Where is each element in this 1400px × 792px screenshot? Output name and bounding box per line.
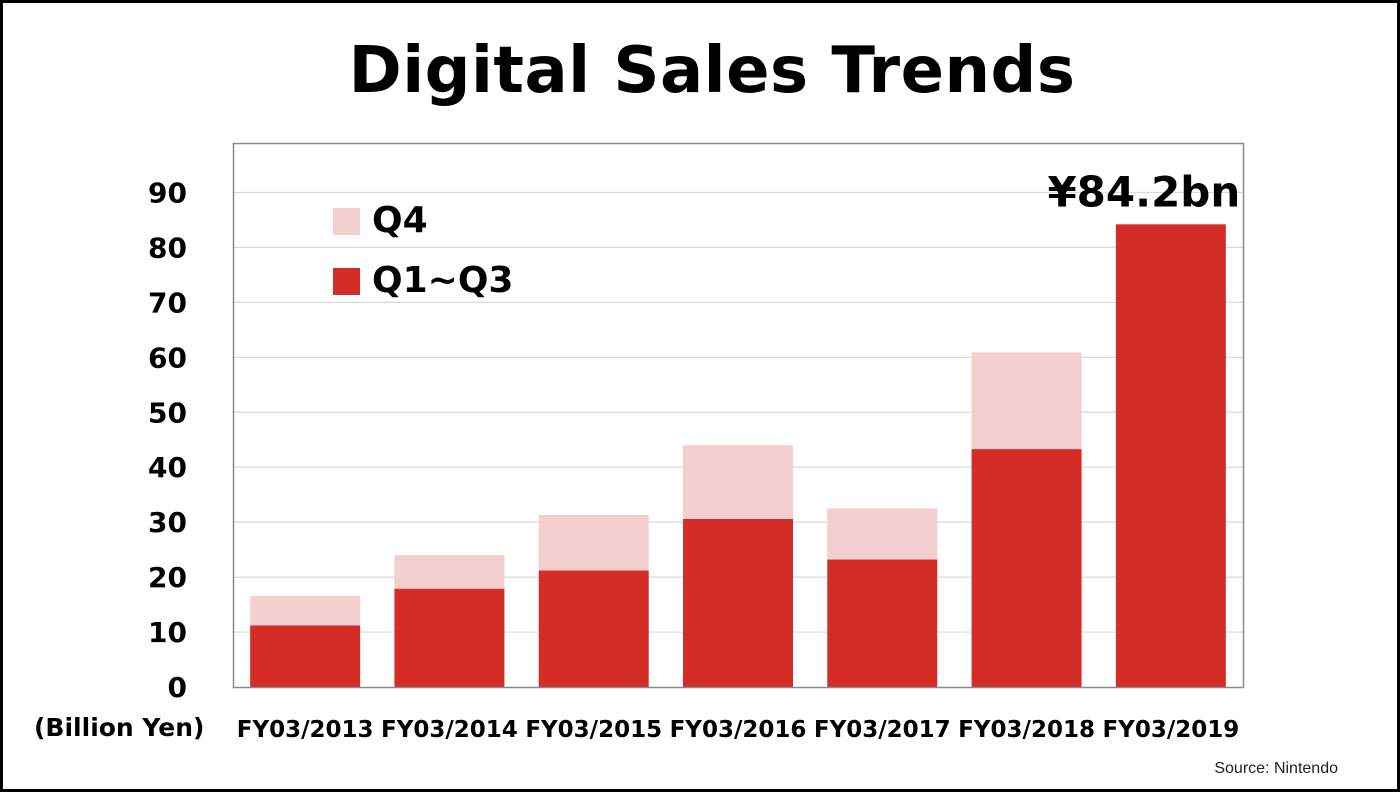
y-axis-ticks: 0 10 20 30 40 50 60 70 80 90 xyxy=(148,176,187,704)
bar-q1-q3-fy03-2019 xyxy=(1115,224,1226,687)
bar-q4-fy03-2018 xyxy=(971,352,1082,450)
bar-q4-fy03-2015 xyxy=(538,515,649,571)
bar-q1-q3-fy03-2014 xyxy=(394,588,505,687)
y-tick-label: 10 xyxy=(148,616,187,649)
bar-q4-fy03-2013 xyxy=(250,595,361,626)
x-tick-label: FY03/2015 xyxy=(525,717,662,743)
y-tick-label: 20 xyxy=(148,561,187,594)
y-tick-label: 70 xyxy=(148,286,187,319)
legend: Q4 Q1~Q3 xyxy=(333,200,513,301)
x-tick-label: FY03/2018 xyxy=(958,717,1095,743)
total-value-annotation: ¥84.2bn xyxy=(1047,167,1240,216)
bar-q1-q3-fy03-2013 xyxy=(250,625,361,687)
y-tick-label: 0 xyxy=(168,671,187,704)
bar-q1-q3-fy03-2018 xyxy=(971,449,1082,687)
x-tick-label: FY03/2014 xyxy=(381,717,518,743)
x-tick-label: FY03/2019 xyxy=(1102,717,1239,743)
y-tick-label: 40 xyxy=(148,451,187,484)
legend-label: Q4 xyxy=(372,200,428,241)
plot-border xyxy=(232,142,1245,689)
bar-q4-fy03-2016 xyxy=(683,445,793,519)
x-tick-label: FY03/2013 xyxy=(237,717,374,743)
bar-q1-q3-fy03-2015 xyxy=(538,570,649,687)
bar-q4-fy03-2017 xyxy=(827,508,938,560)
bars xyxy=(250,224,1226,687)
bar-q1-q3-fy03-2017 xyxy=(827,559,938,687)
legend-swatch-q1-q3 xyxy=(333,268,360,295)
source-note: Source: Nintendo xyxy=(1214,760,1338,777)
chart-title: Digital Sales Trends xyxy=(348,34,1076,108)
x-tick-label: FY03/2016 xyxy=(670,717,807,743)
y-tick-label: 90 xyxy=(148,176,187,209)
legend-label: Q1~Q3 xyxy=(372,260,513,301)
x-tick-label: FY03/2017 xyxy=(814,717,951,743)
y-tick-label: 80 xyxy=(148,231,187,264)
y-axis-unit-label: (Billion Yen) xyxy=(34,713,205,742)
bar-q4-fy03-2014 xyxy=(394,555,505,589)
bar-q1-q3-fy03-2016 xyxy=(683,518,793,687)
annotations: ¥84.2bn xyxy=(1047,167,1240,216)
y-tick-label: 30 xyxy=(148,506,187,539)
y-tick-label: 60 xyxy=(148,341,187,374)
legend-swatch-q4 xyxy=(333,208,360,235)
x-axis-labels: FY03/2013 FY03/2014 FY03/2015 FY03/2016 FY03… xyxy=(237,717,1240,743)
y-tick-label: 50 xyxy=(148,396,187,429)
